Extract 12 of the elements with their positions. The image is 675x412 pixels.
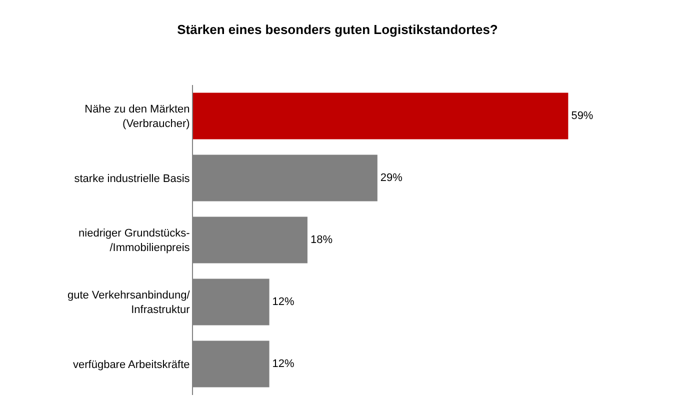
bar <box>193 92 568 140</box>
data-label: 12% <box>272 296 295 308</box>
y-tick-label: verfügbare Arbeitskräfte <box>73 358 190 371</box>
data-label: 29% <box>380 172 403 184</box>
y-tick-label: gute Verkehrsanbindung/ Infrastruktur <box>67 290 191 316</box>
data-label: 18% <box>310 234 333 246</box>
data-label: 59% <box>571 110 594 122</box>
y-tick-label: Nähe zu den Märkten (Verbraucher) <box>84 104 190 130</box>
chart-title: Stärken eines besonders guten Logistikstandortes? <box>177 22 498 37</box>
data-label: 12% <box>272 358 295 370</box>
y-tick-label: starke industrielle Basis <box>74 172 190 185</box>
y-tick-label: niedriger Grundstücks- /Immobilienpreis <box>78 228 190 254</box>
